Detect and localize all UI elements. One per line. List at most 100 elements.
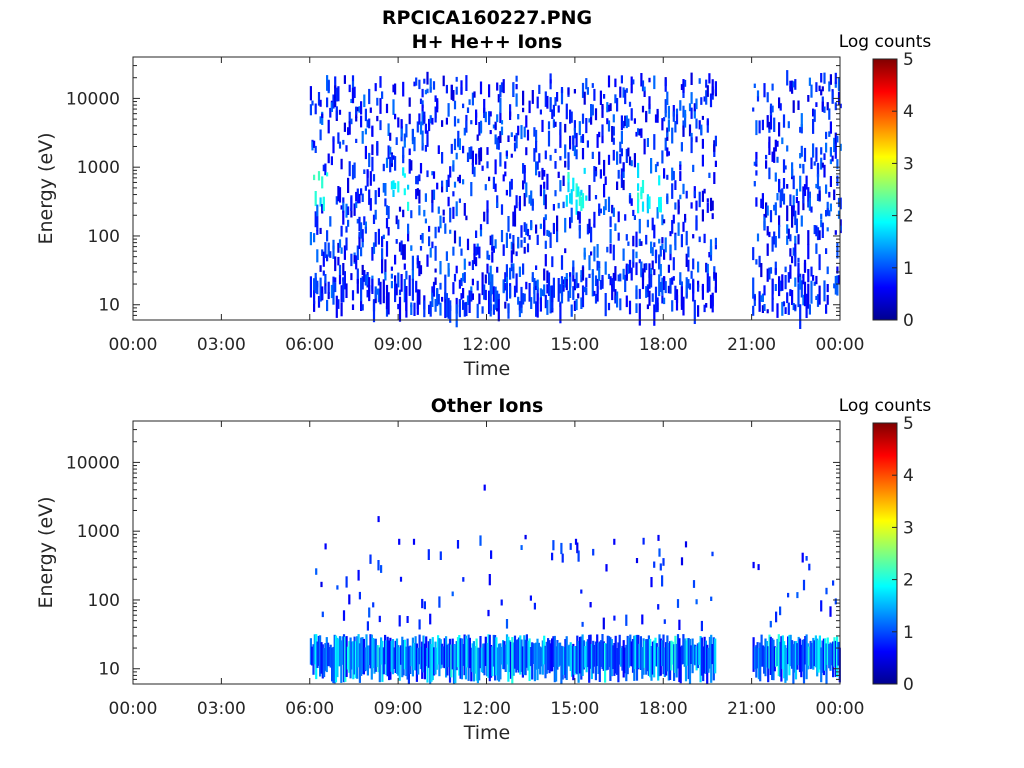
count-mark (654, 164, 658, 173)
count-mark (761, 645, 764, 667)
count-mark (517, 243, 520, 249)
count-mark (415, 77, 418, 86)
count-mark (409, 645, 412, 674)
count-mark (791, 162, 794, 177)
count-mark (645, 110, 648, 123)
count-mark (603, 206, 606, 215)
count-mark (709, 294, 713, 309)
count-mark (701, 209, 704, 222)
count-mark (517, 296, 520, 305)
count-mark (820, 147, 823, 155)
count-mark (439, 551, 442, 560)
count-mark (833, 637, 836, 667)
count-mark (820, 600, 823, 612)
count-mark (523, 126, 526, 138)
count-mark (705, 90, 708, 105)
count-mark (632, 79, 635, 85)
count-mark (398, 289, 402, 296)
count-mark (708, 73, 711, 84)
count-mark (706, 273, 709, 293)
count-mark (802, 639, 806, 684)
count-mark (552, 222, 555, 234)
count-mark (656, 207, 659, 219)
count-mark (610, 639, 613, 677)
count-mark (808, 77, 811, 86)
count-mark (578, 191, 581, 206)
count-mark (688, 103, 692, 112)
count-mark (336, 637, 339, 678)
count-mark (456, 637, 460, 668)
count-mark (415, 643, 418, 682)
count-mark (573, 127, 576, 139)
count-mark (434, 106, 437, 123)
count-mark (549, 643, 552, 672)
count-mark (815, 147, 818, 162)
count-mark (423, 209, 426, 217)
count-mark (482, 643, 485, 674)
count-mark (815, 82, 818, 92)
count-mark (509, 286, 512, 299)
count-mark (816, 193, 820, 201)
count-mark (815, 295, 818, 300)
count-mark (313, 290, 316, 304)
count-mark (591, 83, 594, 88)
count-mark (410, 210, 413, 219)
count-mark (607, 302, 611, 311)
count-mark (588, 273, 591, 278)
count-mark (575, 183, 578, 195)
count-mark (442, 209, 445, 216)
count-mark (496, 82, 499, 91)
count-mark (620, 148, 623, 157)
count-mark (513, 214, 517, 227)
count-mark (650, 158, 653, 174)
count-mark (662, 558, 665, 566)
count-mark (784, 275, 787, 290)
count-mark (462, 103, 465, 109)
count-mark (338, 239, 342, 248)
count-mark (808, 191, 811, 198)
count-mark (355, 202, 358, 209)
colorbar-tick-label: 0 (903, 675, 914, 695)
count-mark (515, 251, 518, 257)
count-mark (807, 187, 810, 202)
count-mark (337, 186, 340, 202)
count-mark (505, 619, 509, 629)
count-mark (622, 248, 625, 261)
count-mark (385, 640, 388, 675)
count-mark (789, 248, 792, 257)
count-mark (449, 300, 452, 323)
count-mark (590, 226, 593, 243)
count-mark (458, 635, 461, 676)
count-mark (510, 132, 513, 137)
count-mark (423, 111, 426, 124)
count-mark (314, 145, 317, 153)
count-mark (483, 643, 486, 676)
count-mark (570, 111, 573, 123)
count-mark (321, 113, 324, 119)
count-mark (764, 638, 767, 677)
count-mark (682, 105, 685, 118)
count-mark (756, 233, 760, 242)
count-mark (812, 275, 815, 281)
count-mark (478, 150, 481, 165)
count-mark (520, 286, 523, 308)
count-mark (650, 241, 653, 254)
count-mark (397, 117, 400, 128)
count-mark (532, 643, 535, 664)
count-mark (682, 120, 685, 130)
count-mark (782, 193, 786, 205)
count-mark (416, 121, 419, 133)
count-mark (620, 75, 623, 84)
count-mark (385, 205, 389, 216)
count-mark (593, 166, 596, 182)
x-tick-label: 18:00 (639, 335, 688, 355)
count-mark (419, 121, 423, 135)
count-mark (438, 638, 441, 677)
count-mark (508, 640, 511, 673)
count-mark (343, 282, 346, 290)
count-mark (340, 302, 343, 317)
count-mark (622, 179, 625, 191)
count-mark (631, 639, 635, 673)
count-mark (372, 242, 376, 254)
